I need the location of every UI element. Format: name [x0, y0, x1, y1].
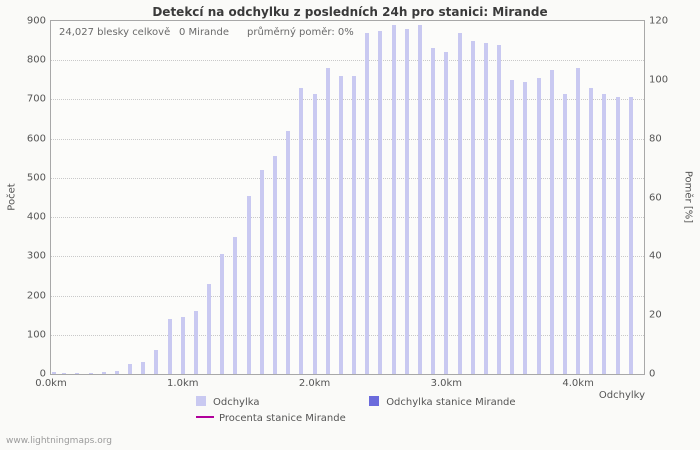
y-axis-tick-label-right: 60: [649, 192, 662, 203]
legend-label: Odchylka stanice Mirande: [386, 397, 516, 408]
deviation-bar: [141, 362, 146, 374]
deviation-bar: [114, 370, 119, 374]
gridline: [51, 334, 644, 336]
deviation-bar: [589, 87, 594, 374]
deviation-bar: [497, 44, 502, 374]
deviation-bar: [325, 68, 330, 374]
y-axis-tick-label-right: 40: [649, 250, 662, 262]
x-axis-tick-label: 4.0km: [562, 378, 594, 389]
deviation-bar: [391, 24, 396, 374]
deviation-bar: [404, 28, 409, 374]
deviation-bar: [246, 195, 251, 374]
deviation-bar: [299, 87, 304, 374]
gridline: [51, 99, 644, 101]
y-axis-tick-label-right: 80: [649, 133, 662, 145]
deviation-bar: [602, 93, 607, 374]
legend-swatch-odchylka-icon: [196, 396, 206, 406]
gridline: [51, 256, 644, 258]
y-axis-tick-label-left: 700: [26, 93, 46, 105]
deviation-bar: [128, 364, 133, 374]
y-axis-tick-label-left: 0: [39, 368, 46, 380]
deviation-bar: [259, 170, 264, 374]
y-axis-tick-label-right: 20: [649, 309, 662, 321]
y-axis-label-right: Poměr [%]: [682, 170, 694, 224]
legend-item-odchylka-stanice: Odchylka stanice Mirande: [369, 396, 516, 408]
deviation-bar: [365, 32, 370, 374]
gridline: [51, 177, 644, 179]
deviation-bar: [483, 42, 488, 374]
deviation-bar: [220, 254, 225, 374]
y-axis-tick-label-left: 300: [26, 250, 46, 262]
deviation-bar: [444, 52, 449, 374]
deviation-bar: [510, 79, 515, 374]
deviation-bar: [338, 75, 343, 374]
deviation-bar: [378, 30, 383, 374]
y-axis-tick-label-right: 120: [649, 15, 669, 27]
annotation-average-ratio: průměrný poměr: 0%: [247, 27, 354, 38]
deviation-bar: [470, 40, 475, 374]
deviation-bar: [562, 93, 567, 374]
gridline: [51, 138, 644, 140]
deviation-bar: [457, 32, 462, 374]
deviation-bar: [628, 97, 633, 374]
gridline: [51, 217, 644, 219]
y-axis-tick-label-right: 0: [649, 368, 656, 380]
deviation-bar: [615, 97, 620, 374]
deviation-bar: [51, 372, 56, 374]
y-axis-tick-label-left: 900: [26, 15, 46, 27]
deviation-bar: [286, 130, 291, 374]
legend-item-odchylka: Odchylka: [196, 396, 366, 408]
y-axis-tick-label-left: 100: [26, 329, 46, 341]
deviation-bar: [154, 350, 159, 374]
deviation-bar: [207, 283, 212, 374]
deviation-bar: [101, 372, 106, 374]
y-axis-label-left: Počet: [6, 183, 18, 211]
y-axis-tick-label-left: 200: [26, 290, 46, 302]
watermark-url: www.lightningmaps.org: [6, 436, 112, 446]
gridline: [51, 60, 644, 62]
deviation-bar: [352, 75, 357, 374]
gridline: [51, 295, 644, 297]
deviation-bar: [536, 77, 541, 374]
y-axis-tick-label-left: 400: [26, 211, 46, 223]
deviation-bar: [75, 372, 80, 374]
x-axis-tick-label: 0.0km: [35, 378, 67, 389]
deviation-bar: [576, 68, 581, 374]
legend-item-procenta: Procenta stanice Mirande: [196, 413, 366, 424]
legend-label: Odchylka: [213, 397, 260, 408]
x-axis-tick-label: 3.0km: [430, 378, 463, 389]
plot-area: 24,027 blesky celkově 0 Mirande průměrný…: [27, 16, 668, 390]
deviation-bar: [273, 156, 278, 374]
y-axis-tick-label-left: 500: [26, 172, 46, 184]
deviation-bar: [193, 311, 198, 374]
annotation-total-strikes: 24,027 blesky celkově: [59, 27, 171, 38]
chart-title: Detekcí na odchylku z posledních 24h pro…: [152, 5, 548, 19]
x-axis-label: Odchylky: [598, 390, 645, 401]
x-axis-tick-label: 2.0km: [298, 378, 331, 389]
y-axis-tick-label-left: 600: [26, 133, 46, 145]
deviation-bar: [167, 319, 172, 374]
legend-label: Procenta stanice Mirande: [219, 413, 346, 424]
legend-row: Odchylka Odchylka stanice Mirande: [196, 396, 516, 413]
deviation-bar: [549, 70, 554, 374]
deviation-bar: [62, 372, 67, 374]
deviation-bar: [417, 24, 422, 374]
deviation-bar: [431, 48, 436, 374]
y-axis-tick-label-right: 100: [649, 74, 669, 86]
legend-line-procenta-icon: [196, 416, 214, 418]
deviation-bar: [88, 372, 93, 374]
legend: Odchylka Odchylka stanice Mirande Procen…: [196, 396, 516, 430]
y-axis-tick-label-left: 800: [26, 54, 46, 66]
deviation-bar: [233, 236, 238, 374]
legend-swatch-station-icon: [369, 396, 380, 406]
deviation-bar: [312, 93, 317, 374]
deviation-bar: [523, 81, 528, 374]
legend-row: Procenta stanice Mirande: [196, 413, 516, 430]
deviation-bar: [180, 317, 185, 374]
annotation-station-count: 0 Mirande: [179, 27, 230, 38]
x-axis-tick-label: 1.0km: [167, 378, 199, 389]
